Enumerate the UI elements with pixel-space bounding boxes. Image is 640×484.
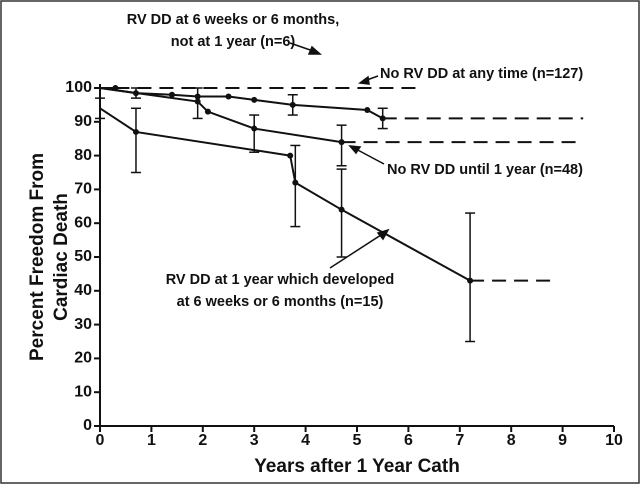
y-tick-label: 90 <box>74 113 92 130</box>
y-tick-label: 70 <box>74 181 92 198</box>
annotation: at 6 weeks or 6 months (n=15) <box>177 294 384 310</box>
point <box>292 179 299 186</box>
y-tick-label: 40 <box>74 282 92 299</box>
x-tick-label: 10 <box>605 432 623 449</box>
x-tick-label: 6 <box>404 432 413 449</box>
point <box>251 96 258 103</box>
y-tick-label: 100 <box>65 79 92 96</box>
arrow-head <box>358 75 370 85</box>
arrow <box>329 232 385 269</box>
y-tick-label: 60 <box>74 214 92 231</box>
point <box>251 125 258 132</box>
arrow <box>353 147 385 165</box>
point <box>225 93 232 100</box>
y-tick-label: 30 <box>74 316 92 333</box>
annotation: No RV DD until 1 year (n=48) <box>387 162 583 178</box>
x-tick-label: 4 <box>301 432 310 449</box>
point <box>204 108 211 115</box>
x-tick-label: 3 <box>250 432 259 449</box>
point <box>194 98 201 105</box>
y-tick-label: 80 <box>74 147 92 164</box>
point <box>467 277 474 284</box>
y-axis-title: Percent Freedom From <box>27 153 48 361</box>
point <box>338 206 345 213</box>
x-tick-label: 8 <box>507 432 516 449</box>
y-tick-label: 20 <box>74 350 92 367</box>
series-line <box>99 87 384 120</box>
series-line <box>99 107 471 282</box>
x-tick-label: 1 <box>147 432 156 449</box>
arrows <box>289 42 390 269</box>
point <box>364 106 371 113</box>
point <box>379 115 386 122</box>
y-tick-label: 0 <box>83 417 92 434</box>
y-tick-label: 10 <box>74 383 92 400</box>
annotation: RV DD at 1 year which developed <box>166 272 395 288</box>
x-tick-label: 0 <box>96 432 105 449</box>
annotation: RV DD at 6 weeks or 6 months, <box>127 12 339 28</box>
point <box>168 91 175 98</box>
annotation: not at 1 year (n=6) <box>171 34 296 50</box>
x-tick-label: 7 <box>455 432 464 449</box>
x-axis-title: Years after 1 Year Cath <box>254 456 460 477</box>
arrow-head <box>307 45 322 55</box>
y-tick-label: 50 <box>74 248 92 265</box>
annotation: No RV DD at any time (n=127) <box>380 66 583 82</box>
point <box>132 128 139 135</box>
point <box>289 101 296 108</box>
y-axis-title: Cardiac Death <box>51 193 72 321</box>
x-tick-label: 2 <box>198 432 207 449</box>
point <box>338 139 345 146</box>
x-tick-label: 5 <box>353 432 362 449</box>
arrow-head <box>348 145 362 155</box>
point <box>287 152 294 159</box>
x-tick-label: 9 <box>558 432 567 449</box>
